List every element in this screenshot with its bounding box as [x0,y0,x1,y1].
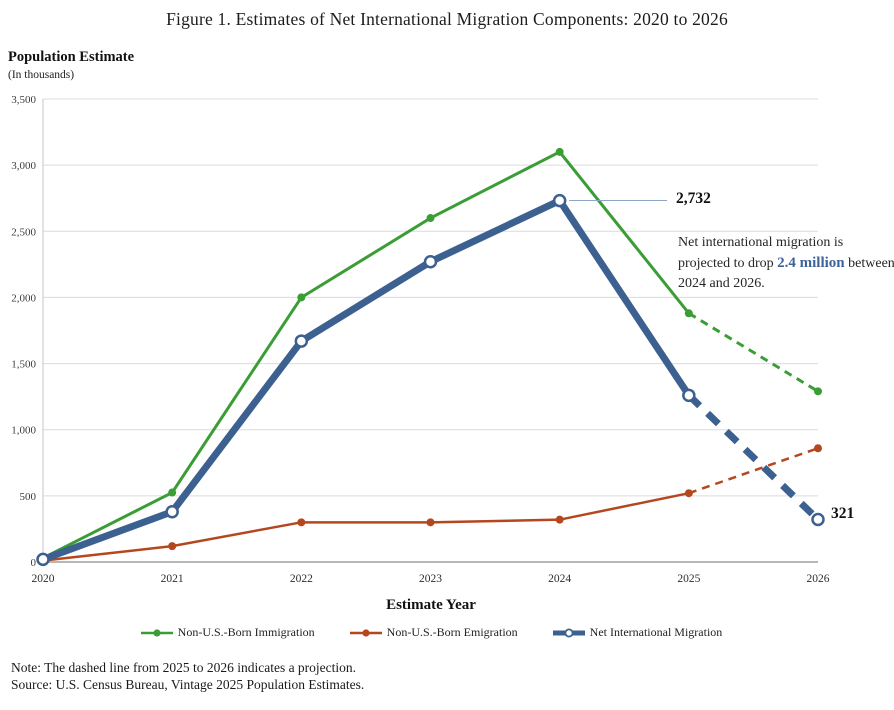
filled-circle-marker [426,518,435,527]
filled-circle-marker [555,515,564,524]
peak-value-label: 2,732 [676,190,711,207]
series-non-u-s-born-emigration [39,444,822,565]
x-tick-label: 2020 [32,573,55,585]
x-tick-label: 2024 [548,573,571,585]
open-circle-marker [811,512,825,527]
open-circle-marker [552,193,567,208]
projection-annotation-highlight: 2.4 million [777,254,845,271]
series-line-projection-dashed [688,447,819,495]
legend-item-non-u-s-born-immigration: Non-U.S.-Born Immigration [140,625,315,640]
x-axis-title: Estimate Year [386,597,476,613]
y-axis-subtitle: (In thousands) [8,69,75,81]
legend-marker-non-u-s-born-immigration [140,628,173,637]
legend-item-net-international-migration: Net International Migration [552,625,723,640]
filled-circle-marker [814,444,822,453]
legend-marker-non-u-s-born-emigration [349,628,382,637]
x-tick-label: 2022 [290,573,313,585]
filled-circle-marker [684,309,693,318]
open-circle-marker [36,552,50,567]
open-circle-marker [423,254,438,269]
filled-circle-marker [684,489,693,498]
x-tick-label: 2026 [807,573,830,585]
series-line-projection-dashed [686,392,821,523]
y-tick-label: 3,500 [11,94,36,106]
y-tick-label: 1,000 [11,425,36,437]
y-tick-label: 2,000 [11,292,36,304]
y-tick-label: 500 [20,491,37,503]
source-text: Source: U.S. Census Bureau, Vintage 2025… [11,677,365,692]
projection-annotation-text-after: between 2024 and 2026. [678,255,894,292]
chart-legend: Non-U.S.-Born Immigration Non-U.S.-Born E… [43,625,819,640]
x-tick-label: 2025 [677,573,700,585]
y-tick-label: 2,500 [11,226,36,238]
peak-callout-connector-line [569,200,667,201]
open-circle-marker [294,334,309,348]
figure-title: Figure 1. Estimates of Net International… [166,9,728,29]
filled-circle-marker [168,488,177,497]
legend-label: Non-U.S.-Born Emigration [386,625,518,639]
x-tick-label: 2023 [419,573,442,585]
filled-circle-marker [168,542,177,551]
filled-circle-marker [297,293,306,302]
filled-circle-marker [426,214,435,223]
series-non-u-s-born-immigration [39,147,822,563]
note-text: Note: The dashed line from 2025 to 2026 … [11,660,357,675]
end-value-label: 321 [831,505,855,522]
y-tick-label: 0 [31,557,37,569]
filled-circle-marker [555,147,564,156]
series-line-solid [42,491,690,562]
series-line-projection-dashed [688,312,819,393]
open-circle-marker [165,504,179,519]
legend-marker-net-international-migration [552,628,585,637]
legend-item-non-u-s-born-emigration: Non-U.S.-Born Emigration [349,625,518,640]
filled-circle-marker [297,518,306,527]
x-tick-label: 2021 [161,573,184,585]
legend-label: Net International Migration [589,625,723,639]
filled-circle-marker [814,387,822,396]
open-circle-marker [682,388,696,403]
series-line-solid [42,150,691,560]
y-tick-label: 3,000 [11,160,36,172]
projection-annotation: Net international migration is projected… [678,233,894,294]
y-tick-label: 1,500 [11,359,36,371]
legend-label: Non-U.S.-Born Immigration [177,625,315,639]
series-line-solid [41,196,692,563]
y-axis-title: Population Estimate [8,49,135,65]
series-net-international-migration [36,193,825,567]
projection-annotation-text-before: Net international migration is projected… [678,235,844,271]
